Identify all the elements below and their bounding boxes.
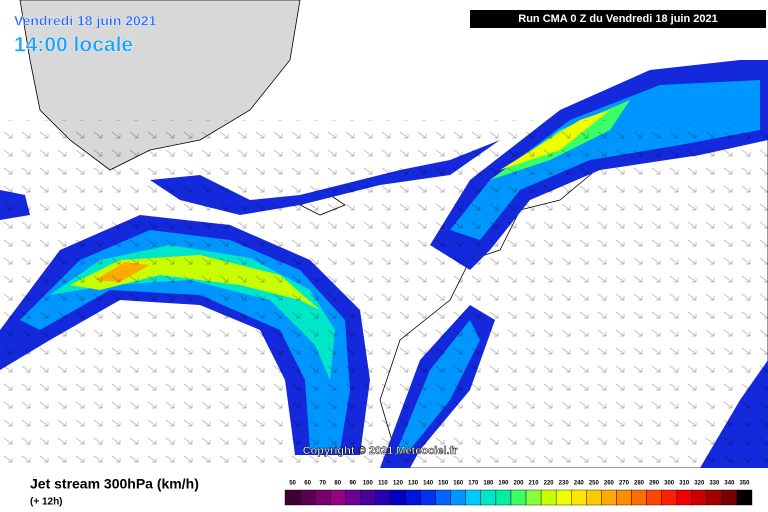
local-time: 14:00 locale <box>14 34 133 57</box>
legend-label: 60 <box>304 481 311 487</box>
legend-label: 100 <box>363 481 374 487</box>
legend-swatch <box>555 489 572 506</box>
legend-label: 110 <box>378 481 388 487</box>
legend-swatch <box>345 489 361 506</box>
legend-swatch <box>646 489 662 506</box>
legend-swatch <box>661 489 677 506</box>
legend-label: 180 <box>483 481 494 487</box>
legend-label: 250 <box>589 481 600 487</box>
legend-swatch <box>480 489 497 506</box>
legend-swatch <box>721 489 738 506</box>
legend-label: 140 <box>423 481 434 487</box>
legend-swatch <box>631 489 647 506</box>
legend-swatch <box>299 489 316 506</box>
legend-label: 240 <box>574 481 585 487</box>
legend-swatch <box>450 489 466 506</box>
legend-label: 260 <box>604 481 615 487</box>
legend-swatch <box>736 489 753 506</box>
legend-swatch <box>601 489 617 506</box>
legend-swatch <box>586 489 602 506</box>
legend-swatch <box>390 489 406 506</box>
legend-label: 90 <box>349 481 356 487</box>
legend-label: 290 <box>649 481 660 487</box>
lead-time: (+ 12h) <box>30 497 63 508</box>
wind-arrows <box>0 120 768 468</box>
legend-swatch <box>375 489 391 506</box>
legend-label: 170 <box>468 481 479 487</box>
copyright: Copyright © 2021 Meteociel.fr <box>303 445 459 457</box>
run-box <box>470 10 766 28</box>
legend-label: 340 <box>724 481 735 487</box>
legend-label: 330 <box>709 481 720 487</box>
legend-swatch <box>284 489 301 506</box>
legend-swatch <box>616 489 632 506</box>
legend-label: 270 <box>619 481 630 487</box>
legend-swatch <box>329 489 346 506</box>
legend-swatch <box>571 489 587 506</box>
legend-label: 120 <box>393 481 404 487</box>
legend-swatch <box>525 489 542 506</box>
legend-label: 220 <box>544 481 555 487</box>
legend-swatch <box>420 489 436 506</box>
date: Vendredi 18 juin 2021 <box>14 13 157 29</box>
legend-swatch <box>691 489 708 506</box>
legend-label: 160 <box>453 481 464 487</box>
legend-label: 50 <box>289 481 296 487</box>
legend-swatch <box>465 489 482 506</box>
legend-swatch <box>360 489 376 506</box>
legend-swatch <box>405 489 421 506</box>
legend-swatch <box>435 489 451 506</box>
legend-label: 280 <box>634 481 645 487</box>
colorbar: 50 60 70 80 90 100 110 120 130 140 150 160 170 180 190… <box>284 481 753 506</box>
legend-label: 300 <box>664 481 675 487</box>
legend-swatch <box>706 489 723 506</box>
run-info: Run CMA 0 Z du Vendredi 18 juin 2021 <box>518 13 717 25</box>
legend-swatch <box>540 489 557 506</box>
legend-label: 210 <box>529 481 540 487</box>
legend-label: 80 <box>334 481 341 487</box>
legend-swatch <box>676 489 692 506</box>
legend-swatch <box>314 489 331 506</box>
legend-label: 200 <box>513 481 524 487</box>
legend-label: 130 <box>408 481 419 487</box>
legend-swatch <box>495 489 512 506</box>
legend-label: 190 <box>498 481 509 487</box>
legend-label: 230 <box>559 481 570 487</box>
legend-label: 350 <box>739 481 750 487</box>
legend-label: 320 <box>694 481 705 487</box>
legend-swatch <box>510 489 527 506</box>
footer-title: Jet stream 300hPa (km/h) <box>30 476 199 492</box>
legend-label: 150 <box>438 481 449 487</box>
legend-label: 70 <box>319 481 326 487</box>
legend-label: 310 <box>679 481 690 487</box>
